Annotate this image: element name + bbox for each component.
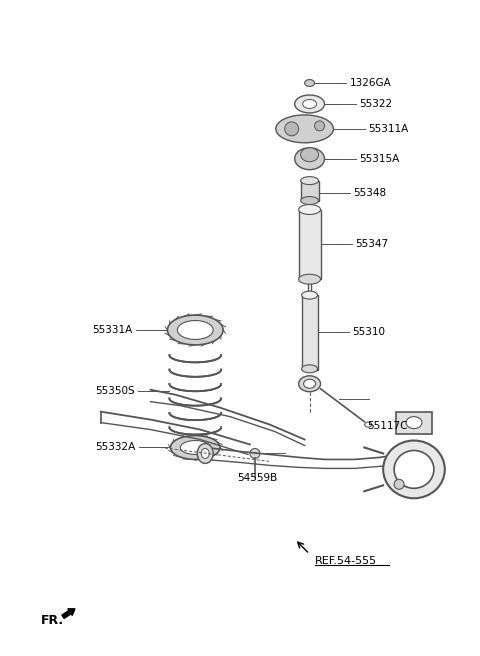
Ellipse shape <box>304 379 315 388</box>
FancyArrow shape <box>62 609 75 619</box>
Text: 1326GA: 1326GA <box>349 78 391 88</box>
Ellipse shape <box>314 121 324 131</box>
Text: FR.: FR. <box>41 614 64 627</box>
Ellipse shape <box>180 441 210 455</box>
Text: 55315A: 55315A <box>360 154 399 164</box>
Ellipse shape <box>300 197 319 205</box>
Ellipse shape <box>406 417 422 428</box>
Ellipse shape <box>300 176 319 184</box>
Ellipse shape <box>197 443 213 463</box>
Ellipse shape <box>301 365 318 373</box>
Text: REF.54-555: REF.54-555 <box>314 556 377 566</box>
Text: 54559B: 54559B <box>237 474 277 483</box>
Bar <box>396 412 432 434</box>
Ellipse shape <box>301 291 318 299</box>
Text: 55350S: 55350S <box>95 386 134 396</box>
Ellipse shape <box>394 451 434 488</box>
Text: 55347: 55347 <box>355 239 388 249</box>
Ellipse shape <box>365 422 372 427</box>
Ellipse shape <box>300 148 319 162</box>
Ellipse shape <box>276 115 334 143</box>
Ellipse shape <box>285 122 299 136</box>
Ellipse shape <box>250 449 260 459</box>
Ellipse shape <box>394 480 404 489</box>
Ellipse shape <box>168 315 223 345</box>
Ellipse shape <box>201 449 209 459</box>
Ellipse shape <box>299 376 321 392</box>
Text: 55348: 55348 <box>353 188 386 197</box>
Ellipse shape <box>299 274 321 284</box>
Ellipse shape <box>305 79 314 87</box>
Ellipse shape <box>178 321 213 339</box>
Ellipse shape <box>295 95 324 113</box>
Bar <box>299 209 321 279</box>
Ellipse shape <box>302 100 316 108</box>
Text: 55310: 55310 <box>352 327 385 337</box>
Text: 55331A: 55331A <box>92 325 132 335</box>
Bar <box>300 180 319 201</box>
Ellipse shape <box>295 148 324 170</box>
Bar <box>301 295 318 370</box>
Text: 55311A: 55311A <box>368 124 408 134</box>
Ellipse shape <box>170 436 220 459</box>
Ellipse shape <box>383 441 445 499</box>
Text: 55322: 55322 <box>360 99 393 109</box>
Text: 55332A: 55332A <box>96 443 136 453</box>
Ellipse shape <box>299 205 321 215</box>
Text: 55117C: 55117C <box>367 420 408 430</box>
